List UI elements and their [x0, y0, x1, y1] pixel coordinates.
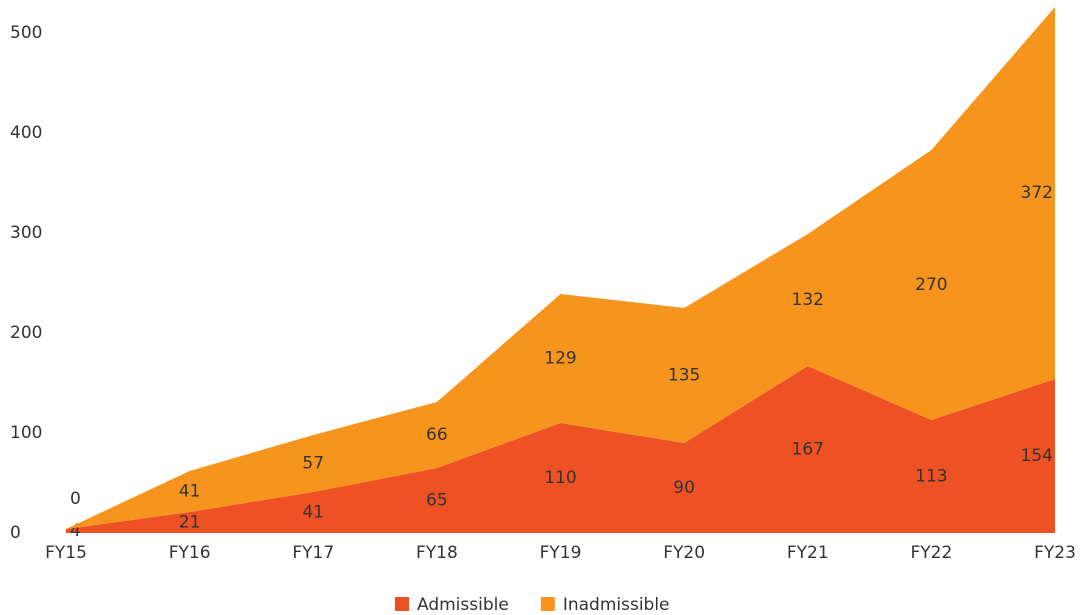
y-tick-label: 300 — [10, 223, 42, 243]
x-tick-label: FY19 — [540, 543, 582, 563]
data-label: 57 — [302, 454, 324, 474]
data-label: 41 — [179, 482, 201, 502]
legend-label: Admissible — [417, 595, 509, 615]
data-label: 110 — [544, 468, 576, 488]
legend-swatch — [395, 597, 409, 611]
legend-label: Inadmissible — [563, 595, 670, 615]
data-label: 167 — [792, 440, 824, 460]
area — [66, 366, 1055, 533]
data-label: 90 — [673, 478, 695, 498]
y-tick-label: 0 — [10, 523, 21, 543]
legend-swatch — [540, 597, 555, 611]
x-tick-label: FY20 — [663, 543, 705, 563]
x-tick-label: FY23 — [1034, 543, 1076, 563]
data-label: 154 — [1021, 446, 1053, 466]
data-label: 4 — [70, 521, 81, 541]
x-tick-label: FY18 — [416, 543, 458, 563]
x-tick-label: FY22 — [910, 543, 952, 563]
data-label: 132 — [792, 290, 824, 310]
y-tick-label: 100 — [10, 423, 42, 443]
data-label: 0 — [70, 489, 81, 509]
y-tick-label: 500 — [10, 23, 42, 43]
data-label: 372 — [1021, 183, 1053, 203]
data-label: 21 — [179, 513, 201, 533]
y-tick-label: 400 — [10, 123, 42, 143]
x-tick-label: FY16 — [169, 543, 211, 563]
data-label: 135 — [668, 366, 700, 386]
data-label: 113 — [915, 467, 947, 487]
data-label: 66 — [426, 425, 448, 445]
x-tick-label: FY21 — [787, 543, 829, 563]
data-label: 41 — [302, 503, 324, 523]
x-tick-label: FY15 — [45, 543, 87, 563]
data-label: 129 — [544, 349, 576, 369]
x-tick-label: FY17 — [292, 543, 334, 563]
data-label: 270 — [915, 275, 947, 295]
area — [66, 7, 1055, 529]
data-label: 65 — [426, 491, 448, 511]
y-tick-label: 200 — [10, 323, 42, 343]
